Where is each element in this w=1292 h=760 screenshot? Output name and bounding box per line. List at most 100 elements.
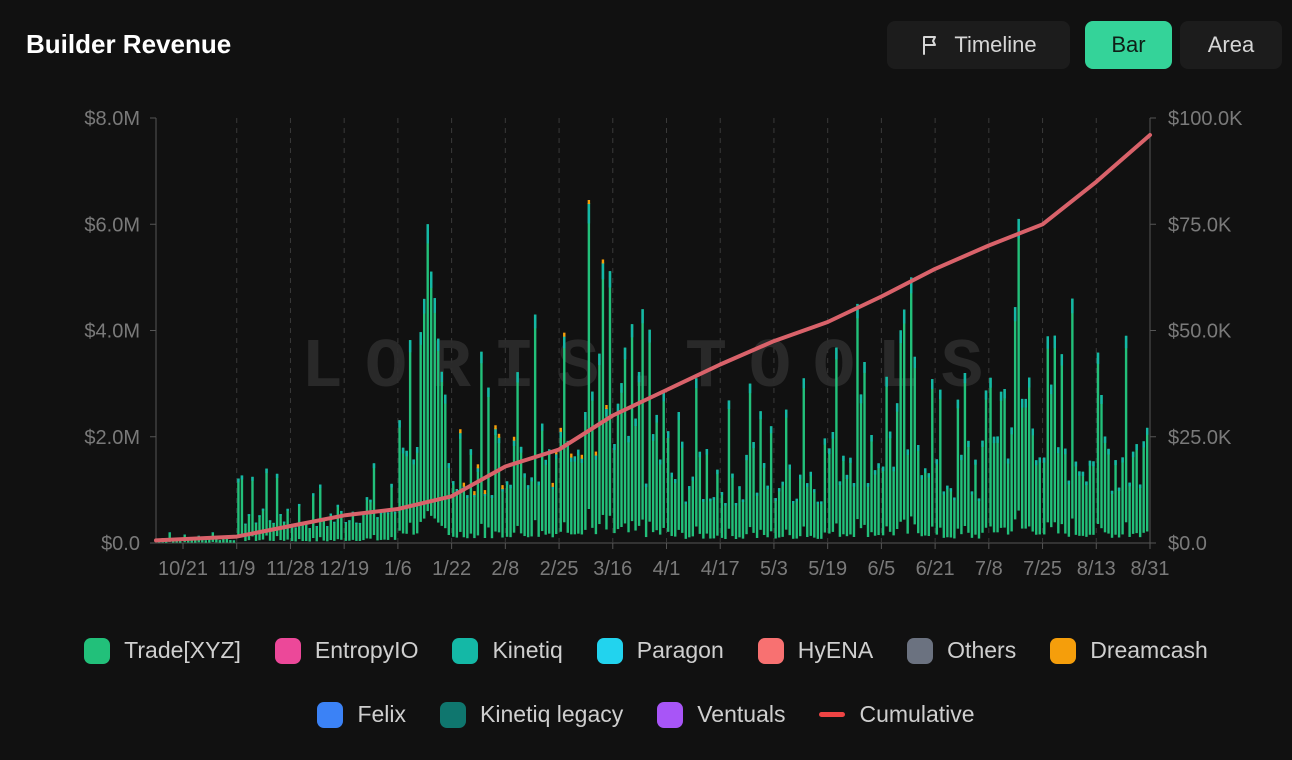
bar-kinetiq (981, 440, 984, 447)
bar-trade-xyz (1085, 481, 1088, 537)
bar-trade-xyz (544, 459, 547, 535)
bar-kinetiq (917, 445, 920, 451)
bar-kinetiq (282, 521, 286, 523)
bar-trade-xyz (505, 481, 509, 537)
legend-item[interactable]: Paragon (596, 637, 724, 664)
bar-kinetiq (748, 383, 752, 394)
bar-kinetiq (777, 488, 781, 492)
bar-kinetiq (831, 431, 835, 439)
bar-kinetiq (530, 477, 533, 482)
bar-kinetiq (781, 481, 784, 486)
bar-trade-xyz (412, 459, 415, 535)
bar-trade-xyz (240, 475, 244, 537)
x-tick-label: 5/19 (808, 558, 847, 580)
bar-trade-xyz (681, 441, 684, 533)
timeline-button[interactable]: Timeline (887, 21, 1070, 69)
bar-trade-xyz (1071, 298, 1074, 519)
bar-trade-xyz (924, 468, 927, 536)
legend-label: EntropyIO (314, 637, 419, 663)
bar-kinetiq (655, 414, 658, 423)
bar-kinetiq (1020, 398, 1024, 408)
bar-kinetiq (1038, 457, 1041, 463)
x-tick-label: 11/28 (266, 558, 315, 580)
bar-trade-xyz (967, 440, 970, 533)
bar-kinetiq (895, 403, 899, 412)
bar-kinetiq (329, 513, 333, 516)
bar-kinetiq (960, 454, 963, 461)
bar-trade-xyz (913, 356, 916, 525)
bar-kinetiq (641, 309, 644, 324)
bar-trade-xyz (419, 332, 422, 522)
bar-trade-xyz (724, 503, 727, 540)
bar-kinetiq (419, 332, 422, 345)
bar-kinetiq (240, 475, 244, 480)
bar-trade-xyz (831, 431, 835, 532)
legend-item[interactable]: Ventuals (657, 701, 785, 728)
bar-kinetiq (386, 512, 390, 515)
bar-trade-xyz (1088, 460, 1092, 535)
legend-swatch (596, 637, 623, 664)
bar-trade-xyz (329, 513, 333, 541)
bar-kinetiq (455, 488, 459, 493)
bar-kinetiq (358, 522, 362, 525)
legend-item[interactable]: Cumulative (819, 701, 975, 728)
bar-button[interactable]: Bar (1085, 21, 1172, 69)
bar-kinetiq (931, 379, 934, 389)
bar-trade-xyz (194, 539, 197, 543)
bar-trade-xyz (369, 499, 372, 539)
legend-item[interactable]: Kinetiq (452, 637, 563, 664)
bar-trade-xyz (902, 309, 906, 520)
bar-kinetiq (813, 489, 816, 493)
bar-dreamcash (580, 454, 584, 459)
bar-kinetiq (598, 353, 601, 366)
bar-trade-xyz (483, 493, 487, 539)
bar-trade-xyz (917, 445, 920, 534)
bar-kinetiq (658, 459, 662, 465)
bar-trade-xyz (835, 347, 838, 524)
y-right-tick-label: $25.0K (1168, 427, 1232, 449)
legend-item[interactable]: EntropyIO (274, 637, 419, 664)
bar-trade-xyz (1010, 427, 1013, 532)
bar-kinetiq (734, 503, 738, 506)
bar-trade-xyz (838, 481, 842, 537)
bar-kinetiq (469, 449, 473, 455)
bar-kinetiq (1060, 354, 1064, 366)
bar-trade-xyz (358, 522, 362, 541)
bar-trade-xyz (401, 447, 405, 534)
bar-trade-xyz (691, 476, 695, 537)
bar-kinetiq (1092, 461, 1095, 467)
bar-dreamcash (483, 490, 487, 495)
legend-item[interactable]: Trade[XYZ] (84, 637, 241, 664)
bar-kinetiq (369, 499, 372, 503)
legend-item[interactable]: Kinetiq legacy (440, 701, 623, 728)
bar-kinetiq (762, 463, 766, 468)
bar-kinetiq (939, 389, 942, 399)
bar-trade-xyz (842, 455, 845, 535)
bar-kinetiq (906, 449, 909, 456)
bar-trade-xyz (1142, 441, 1145, 533)
bar-kinetiq (759, 411, 762, 420)
bar-trade-xyz (970, 491, 974, 538)
bar-kinetiq (784, 409, 788, 418)
bar-trade-xyz (688, 486, 691, 538)
bar-kinetiq (447, 463, 450, 468)
bar-kinetiq (1071, 298, 1074, 314)
bar-kinetiq (555, 453, 558, 459)
bar-kinetiq (745, 454, 748, 461)
bar-trade-xyz (960, 454, 963, 535)
legend-label: Trade[XYZ] (124, 637, 241, 663)
legend-item[interactable]: Felix (317, 701, 406, 728)
area-button[interactable]: Area (1180, 21, 1282, 69)
bar-kinetiq (670, 472, 673, 477)
legend-item[interactable]: Others (907, 637, 1016, 664)
bar-kinetiq (261, 508, 265, 511)
bar-trade-xyz (863, 362, 866, 525)
legend-item[interactable]: Dreamcash (1050, 637, 1208, 664)
bar-trade-xyz (555, 453, 558, 535)
bar-trade-xyz (376, 517, 379, 541)
legend-item[interactable]: HyENA (757, 637, 873, 664)
bar-kinetiq (698, 451, 702, 458)
bar-kinetiq (401, 447, 405, 454)
bar-trade-xyz (1131, 451, 1135, 534)
bar-trade-xyz (956, 399, 960, 529)
